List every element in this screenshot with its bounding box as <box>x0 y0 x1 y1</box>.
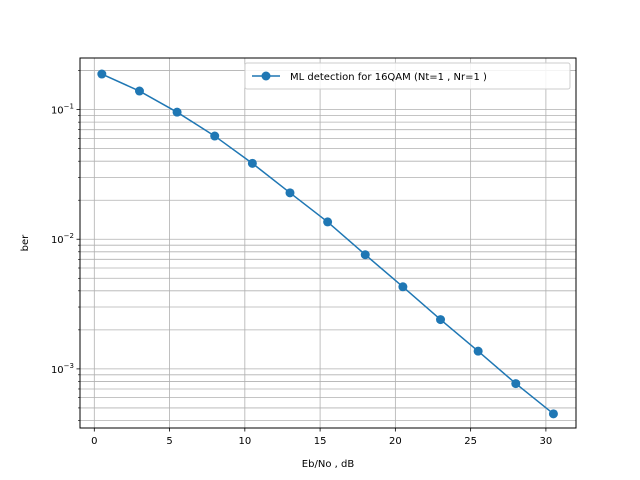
legend-box <box>244 62 571 90</box>
data-point <box>436 315 446 325</box>
legend-marker-swatch <box>261 71 271 81</box>
x-tick-label: 30 <box>540 436 553 447</box>
x-axis-label: Eb/No , dB <box>302 459 355 470</box>
legend-label: ML detection for 16QAM (Nt=1 , Nr=1 ) <box>290 72 487 83</box>
data-point <box>511 379 521 389</box>
data-point <box>134 86 144 96</box>
x-tick-label: 5 <box>166 436 172 447</box>
data-point <box>398 282 408 292</box>
y-tick-label: 10−2 <box>51 232 74 246</box>
data-point <box>247 158 257 168</box>
x-tick-label: 0 <box>91 436 97 447</box>
x-tick-label: 15 <box>314 436 327 447</box>
x-tick-label: 10 <box>238 436 251 447</box>
grid-lines <box>80 58 576 428</box>
axis-ticks: 0 5 10 15 20 25 30 10−3 10−2 10−1 <box>51 70 553 447</box>
data-point <box>285 188 295 198</box>
data-point <box>360 250 370 260</box>
data-point <box>323 217 333 227</box>
data-point <box>97 69 107 79</box>
y-tick-label: 10−3 <box>51 362 74 376</box>
data-point <box>548 409 558 419</box>
legend: ML detection for 16QAM (Nt=1 , Nr=1 ) <box>244 62 571 90</box>
x-tick-label: 20 <box>389 436 402 447</box>
y-axis-label: ber <box>20 234 31 252</box>
series-layer <box>97 69 558 419</box>
data-point <box>172 107 182 117</box>
x-tick-label: 25 <box>464 436 477 447</box>
data-point <box>473 346 483 356</box>
plot-frame <box>79 57 577 429</box>
y-tick-label: 10−1 <box>51 103 74 117</box>
data-point <box>210 131 220 141</box>
